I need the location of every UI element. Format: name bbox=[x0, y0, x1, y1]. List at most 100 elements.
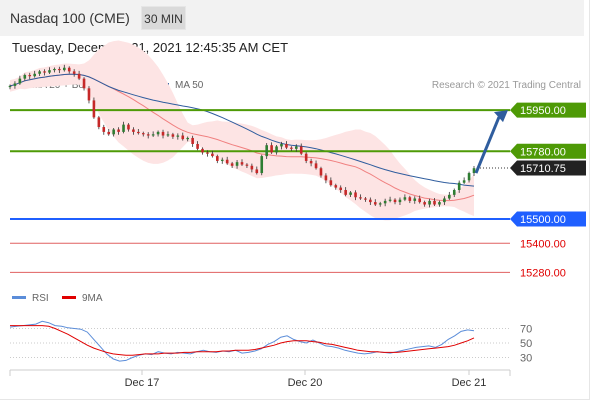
candle-body bbox=[324, 175, 328, 181]
candle-body bbox=[67, 67, 71, 72]
bollinger-band bbox=[10, 40, 474, 221]
candle-body bbox=[141, 133, 145, 135]
candle-body bbox=[201, 148, 204, 153]
candle-body bbox=[467, 173, 471, 181]
candle-body bbox=[240, 162, 244, 165]
candle-body bbox=[156, 131, 160, 135]
legend-rsi: RSI bbox=[12, 293, 49, 304]
candle-body bbox=[443, 198, 446, 203]
candle-body bbox=[280, 144, 283, 147]
chart-datetime: Tuesday, December 21, 2021 12:45:35 AM C… bbox=[12, 40, 289, 55]
candle-body bbox=[359, 197, 362, 199]
candle-body bbox=[181, 135, 185, 140]
rsi-swatch bbox=[12, 295, 26, 299]
candle-body bbox=[438, 202, 441, 205]
candle-body bbox=[132, 129, 135, 132]
instrument-title: Nasdaq 100 (CME) bbox=[10, 10, 130, 26]
candle-body bbox=[255, 169, 259, 174]
rsi-line bbox=[9, 320, 475, 362]
candle-body bbox=[220, 159, 224, 161]
legend-9ma: 9MA bbox=[62, 293, 103, 304]
copyright-text: Research © 2021 Trading Central bbox=[431, 80, 581, 91]
candle-body bbox=[260, 156, 264, 174]
candle-body bbox=[393, 199, 397, 203]
candle-body bbox=[92, 100, 96, 118]
candle-body bbox=[452, 190, 456, 195]
candle-body bbox=[457, 182, 461, 190]
forecast-arrowhead bbox=[494, 110, 508, 123]
candle-body bbox=[235, 162, 239, 166]
candle-body bbox=[408, 197, 412, 201]
rsi-tick-label: 50 bbox=[520, 338, 532, 350]
candle-body bbox=[319, 168, 323, 176]
timeframe-button[interactable]: 30 MIN bbox=[141, 6, 186, 30]
candle-body bbox=[334, 185, 338, 188]
candle-body bbox=[13, 83, 17, 86]
candle-body bbox=[77, 73, 81, 79]
level-label-1: 15780.00 bbox=[520, 146, 566, 158]
candle-body bbox=[107, 131, 111, 135]
candle-body bbox=[349, 192, 352, 195]
candle-body bbox=[339, 187, 343, 190]
candle-body bbox=[398, 199, 402, 203]
candle-body bbox=[433, 200, 436, 205]
candle-body bbox=[102, 127, 106, 132]
forecast-arrow bbox=[474, 116, 501, 174]
candle-body bbox=[23, 75, 27, 79]
candle-body bbox=[48, 70, 51, 73]
candle-body bbox=[423, 202, 426, 205]
candle-body bbox=[413, 198, 417, 201]
rsi-9ma-line bbox=[10, 325, 475, 356]
9ma-swatch bbox=[62, 295, 76, 299]
candle-body bbox=[137, 131, 140, 134]
candle-body bbox=[418, 198, 422, 203]
candle-body bbox=[304, 153, 308, 161]
candle-body bbox=[211, 153, 214, 157]
x-tick-label: Dec 17 bbox=[125, 377, 160, 389]
candle-body bbox=[378, 203, 382, 205]
candle-body bbox=[166, 134, 170, 136]
candle-body bbox=[245, 164, 249, 166]
ma50-line bbox=[9, 73, 475, 187]
candle-body bbox=[151, 134, 155, 136]
candle-body bbox=[294, 146, 298, 149]
legend-9ma-label: 9MA bbox=[82, 293, 103, 304]
x-tick-label: Dec 21 bbox=[452, 377, 487, 389]
candle-body bbox=[448, 194, 451, 199]
candle-body bbox=[196, 144, 199, 149]
candle-body bbox=[225, 159, 229, 164]
rsi-tick-label: 30 bbox=[520, 353, 532, 365]
candle-body bbox=[403, 197, 407, 200]
level-label-4: 15280.00 bbox=[520, 267, 566, 279]
level-label-0: 15950.00 bbox=[520, 105, 566, 117]
level-label-2-bg bbox=[510, 211, 586, 227]
candle-body bbox=[299, 146, 303, 154]
candle-body bbox=[472, 168, 476, 174]
candle-body bbox=[329, 180, 333, 186]
candle-body bbox=[122, 124, 125, 132]
candle-body bbox=[176, 135, 180, 137]
candle-body bbox=[428, 200, 431, 205]
chart-header: Nasdaq 100 (CME) 30 MIN bbox=[0, 0, 584, 36]
candle-body bbox=[265, 145, 268, 157]
candle-body bbox=[82, 78, 86, 89]
candle-body bbox=[206, 152, 209, 154]
candle-body bbox=[344, 190, 347, 195]
candle-body bbox=[117, 129, 120, 132]
candle-body bbox=[373, 202, 377, 205]
candle-body bbox=[127, 124, 130, 130]
level-label-3: 15400.00 bbox=[520, 238, 566, 250]
candle-body bbox=[270, 145, 273, 153]
candle-body bbox=[388, 199, 392, 201]
candle-body bbox=[62, 67, 66, 71]
candle-body bbox=[285, 144, 288, 148]
candle-body bbox=[354, 192, 357, 198]
candle-body bbox=[18, 78, 22, 84]
candle-body bbox=[87, 88, 91, 101]
level-label-2: 15500.00 bbox=[520, 214, 566, 226]
candle-body bbox=[112, 129, 115, 135]
candle-body bbox=[250, 165, 254, 170]
candle-body bbox=[53, 68, 56, 71]
legend-ma50-label: MA 50 bbox=[175, 80, 204, 91]
